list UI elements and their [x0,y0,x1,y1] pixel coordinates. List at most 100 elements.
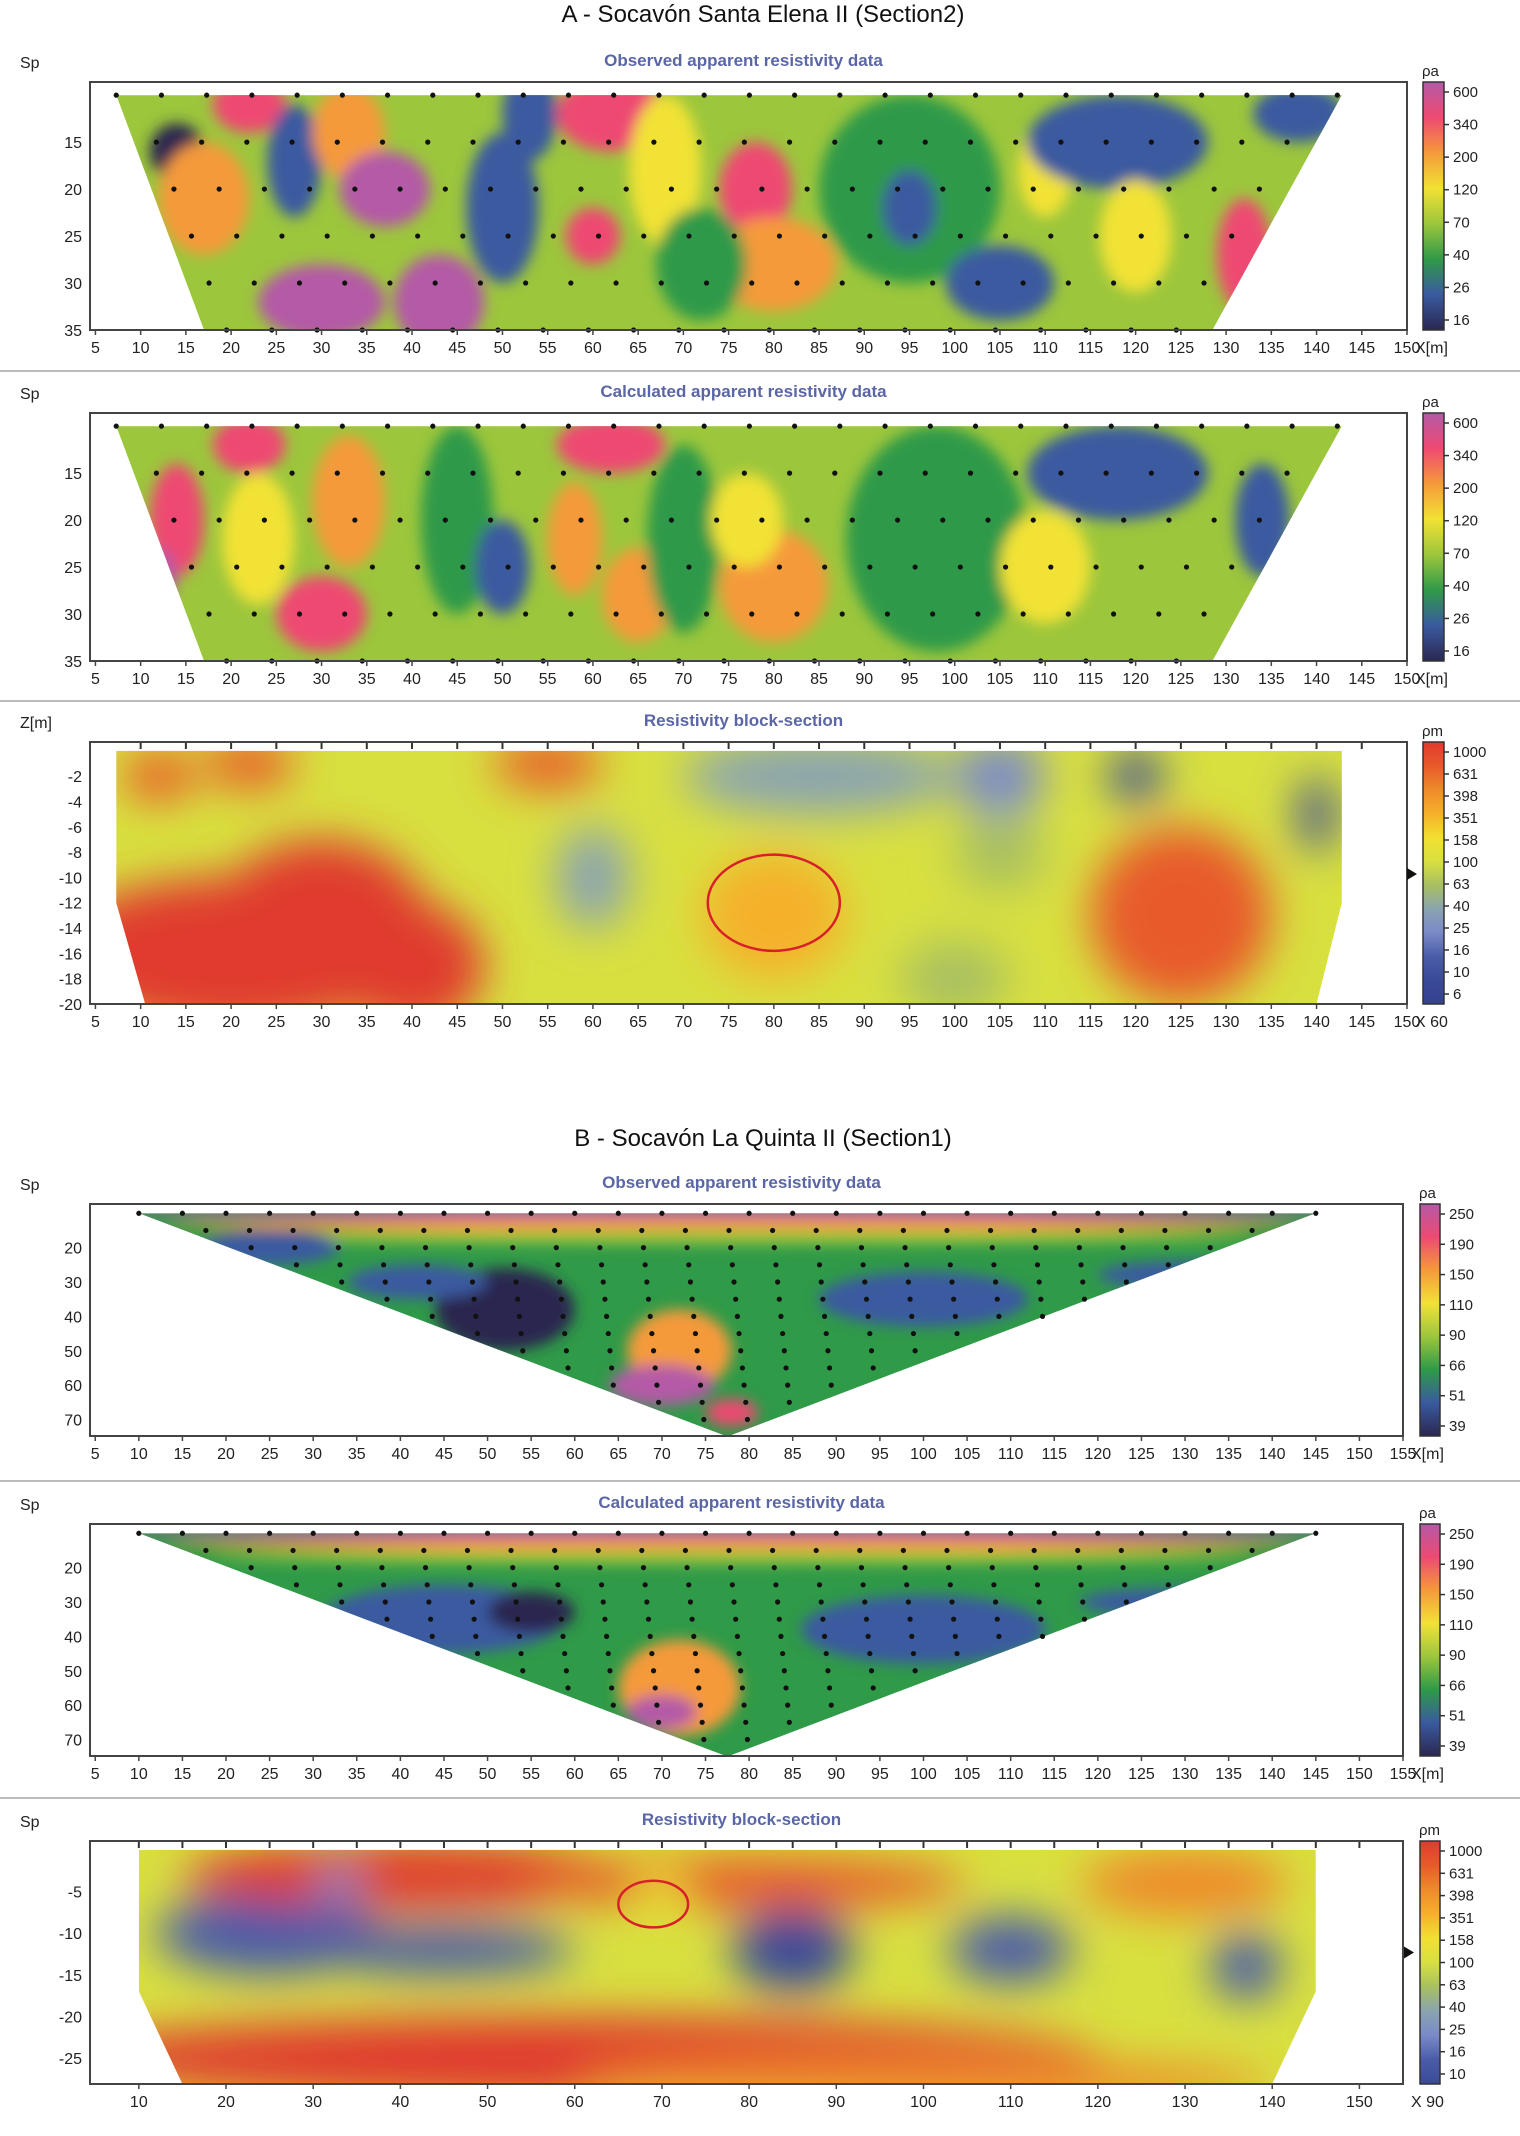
colorbar-tick-label: 25 [1449,2021,1466,2038]
data-point [1110,611,1117,617]
x-tick-label: 55 [539,340,557,357]
data-point [1038,1616,1044,1622]
data-point [289,139,295,145]
data-point [867,564,873,570]
data-point [989,1245,995,1251]
data-point [595,1547,601,1554]
x-tick-label: 85 [784,1766,802,1783]
y-tick-label: 40 [64,1309,82,1326]
x-tick-label: 135 [1258,671,1285,688]
data-point [818,1279,824,1285]
data-point [354,1530,360,1536]
data-point [611,92,617,98]
data-point [1163,1565,1170,1571]
x-tick-label: 5 [91,671,100,688]
resistivity-anomaly [801,1595,1046,1664]
x-axis-label: X[m] [1415,671,1448,688]
data-point [849,186,855,192]
data-point [815,1565,821,1571]
highlight-ellipse [706,853,842,953]
data-point [1162,1547,1168,1554]
data-point [1048,233,1054,239]
resistivity-anomaly [348,1264,488,1300]
data-point [528,1210,534,1216]
data-point [600,1279,606,1285]
resistivity-anomaly [122,750,195,802]
x-tick-label: 20 [217,2094,235,2111]
data-point [691,1313,697,1319]
data-point [912,564,918,570]
x-tick-label: 35 [358,1014,376,1031]
data-point [513,1279,519,1285]
data-point [203,1227,209,1234]
data-point [384,423,391,429]
y-tick-label: -5 [68,1885,82,1902]
data-point [613,280,619,286]
data-point [746,1530,752,1536]
resistivity-anomaly [182,1849,619,1909]
data-point [957,233,963,239]
data-point [1211,186,1217,192]
colorbar-tick-label: 10 [1449,2066,1466,2083]
data-point [1334,92,1340,98]
colorbar-label: ρa [1419,1185,1437,1202]
data-point [597,1565,603,1571]
data-point [739,1685,746,1691]
x-tick-label: 100 [910,1446,937,1463]
y-tick-label: 35 [64,654,82,671]
data-point [778,1633,784,1639]
data-point [826,1365,833,1371]
colorbar-label: ρa [1422,394,1440,411]
data-point [337,1262,343,1268]
resistivity-anomaly [900,940,1010,1004]
data-point [249,92,255,98]
data-point [610,1382,616,1388]
x-tick-label: 125 [1168,671,1195,688]
y-tick-label: 30 [64,276,82,293]
data-point [947,1262,953,1268]
x-tick-label: 100 [941,340,968,357]
x-tick-label: 90 [827,1446,845,1463]
data-point [909,1313,915,1319]
data-point [652,1365,658,1371]
data-point [746,1210,752,1216]
data-point [605,1650,611,1657]
data-point [1123,1279,1129,1285]
x-tick-label: 110 [1032,671,1058,688]
data-point [689,1296,695,1302]
x-tick-label: 120 [1085,1446,1112,1463]
data-point [387,611,393,617]
x-tick-label: 130 [1172,2094,1199,2111]
data-point [1138,1210,1145,1216]
data-point [415,233,421,239]
data-point [267,1530,273,1536]
data-point [1065,280,1071,286]
x-tick-label: 125 [1168,340,1195,357]
x-tick-label: 135 [1215,1446,1242,1463]
data-point [430,92,436,98]
colorbar [1419,1523,1441,1757]
data-point [870,1685,876,1691]
x-tick-label: 25 [267,340,285,357]
data-point [640,1245,647,1251]
data-point [1313,1210,1319,1216]
data-point [290,1547,296,1554]
data-point [505,233,511,239]
data-point [289,470,295,476]
panel-title: Observed apparent resistivity data [602,1173,881,1192]
data-point [654,1702,660,1708]
data-point [251,611,257,617]
x-tick-label: 80 [765,1014,783,1031]
y-tick-label: 70 [64,1733,82,1750]
x-tick-label: 90 [855,671,873,688]
data-point [382,1279,388,1285]
data-point [785,1702,791,1708]
data-point [804,517,810,523]
data-point [785,1382,791,1388]
x-tick-label: 75 [720,340,738,357]
data-point [474,1330,481,1337]
data-point [771,1245,777,1251]
data-point [510,1565,516,1571]
data-point [991,1582,997,1588]
data-point [694,1348,700,1354]
